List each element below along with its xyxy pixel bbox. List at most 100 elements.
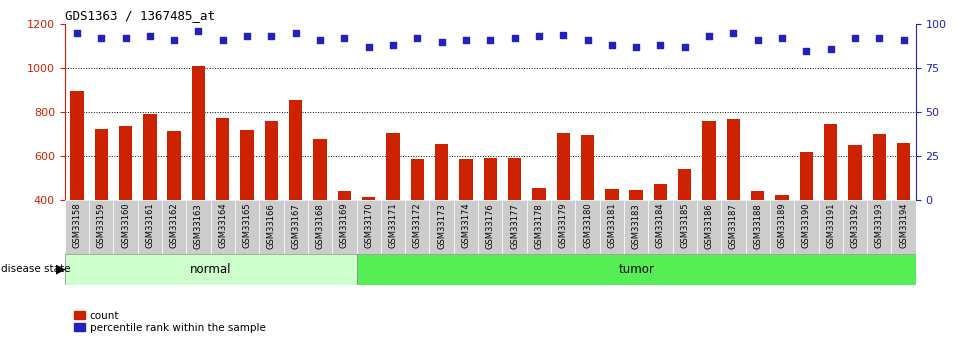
Text: GSM33176: GSM33176 <box>486 203 495 248</box>
Bar <box>284 200 308 254</box>
Bar <box>726 119 740 288</box>
Bar <box>356 200 381 254</box>
Bar <box>648 200 672 254</box>
Text: GSM33173: GSM33173 <box>437 203 446 248</box>
Text: ▶: ▶ <box>56 263 66 276</box>
Text: GSM33169: GSM33169 <box>340 203 349 248</box>
Text: tumor: tumor <box>618 263 654 276</box>
Point <box>94 36 109 41</box>
Bar <box>678 169 692 288</box>
Point <box>507 36 523 41</box>
Text: GSM33164: GSM33164 <box>218 203 227 248</box>
Bar <box>872 134 886 288</box>
Bar <box>95 129 108 288</box>
Text: GSM33158: GSM33158 <box>72 203 81 248</box>
Bar <box>576 200 600 254</box>
Bar <box>867 200 892 254</box>
Bar <box>405 200 430 254</box>
Bar <box>526 200 551 254</box>
Text: GSM33188: GSM33188 <box>753 203 762 248</box>
Point <box>531 34 547 39</box>
Point <box>215 37 231 43</box>
Bar <box>65 200 89 254</box>
Bar <box>654 184 668 288</box>
Bar <box>581 135 594 288</box>
Bar <box>605 189 618 288</box>
Point <box>264 34 279 39</box>
Text: GSM33163: GSM33163 <box>194 203 203 248</box>
Bar <box>143 114 156 288</box>
Point <box>118 36 133 41</box>
Point <box>385 42 401 48</box>
Point <box>847 36 863 41</box>
Bar <box>630 190 642 288</box>
Bar <box>776 195 788 288</box>
Text: GSM33187: GSM33187 <box>729 203 738 248</box>
Point <box>458 37 473 43</box>
Bar <box>289 100 302 288</box>
Text: GSM33168: GSM33168 <box>316 203 325 248</box>
Bar <box>259 200 284 254</box>
Bar <box>332 200 356 254</box>
Bar <box>235 200 259 254</box>
Text: GSM33183: GSM33183 <box>632 203 640 248</box>
Text: GSM33165: GSM33165 <box>242 203 251 248</box>
Point <box>725 30 741 36</box>
Text: GSM33180: GSM33180 <box>583 203 592 248</box>
Point <box>653 42 668 48</box>
Bar <box>138 200 162 254</box>
Text: GDS1363 / 1367485_at: GDS1363 / 1367485_at <box>65 9 214 22</box>
Bar <box>435 144 448 288</box>
Bar <box>848 145 862 288</box>
Point <box>483 37 498 43</box>
Text: GSM33160: GSM33160 <box>121 203 130 248</box>
Bar <box>411 159 424 288</box>
Point <box>70 30 85 36</box>
Text: GSM33172: GSM33172 <box>412 203 422 248</box>
Point <box>190 28 206 34</box>
Point <box>288 30 303 36</box>
Text: GSM33174: GSM33174 <box>462 203 470 248</box>
Point <box>629 44 644 50</box>
Text: GSM33170: GSM33170 <box>364 203 373 248</box>
Text: GSM33194: GSM33194 <box>899 203 908 248</box>
Bar <box>119 126 132 288</box>
Bar <box>508 158 522 288</box>
Point <box>555 32 571 38</box>
Bar <box>65 254 356 285</box>
Bar <box>167 131 181 288</box>
Text: GSM33161: GSM33161 <box>145 203 155 248</box>
Bar <box>672 200 696 254</box>
Bar <box>241 130 254 288</box>
Bar <box>702 121 716 288</box>
Bar <box>381 200 405 254</box>
Bar <box>484 158 497 288</box>
Bar <box>551 200 576 254</box>
Bar <box>430 200 454 254</box>
Bar <box>356 254 916 285</box>
Point <box>434 39 449 45</box>
Bar <box>794 200 818 254</box>
Text: GSM33179: GSM33179 <box>558 203 568 248</box>
Text: GSM33189: GSM33189 <box>778 203 786 248</box>
Bar <box>746 200 770 254</box>
Text: GSM33159: GSM33159 <box>97 203 105 248</box>
Text: GSM33184: GSM33184 <box>656 203 665 248</box>
Bar <box>338 191 351 288</box>
Bar <box>478 200 502 254</box>
Bar <box>113 200 138 254</box>
Bar <box>722 200 746 254</box>
Bar <box>362 197 376 288</box>
Text: GSM33190: GSM33190 <box>802 203 810 248</box>
Text: GSM33192: GSM33192 <box>850 203 860 248</box>
Point <box>895 37 911 43</box>
Point <box>799 48 814 53</box>
Bar <box>459 159 472 288</box>
Point <box>580 37 595 43</box>
Point <box>336 36 352 41</box>
Text: disease state: disease state <box>1 264 71 274</box>
Text: GSM33166: GSM33166 <box>267 203 276 248</box>
Bar <box>216 118 230 288</box>
Text: GSM33193: GSM33193 <box>875 203 884 248</box>
Bar <box>313 138 327 288</box>
